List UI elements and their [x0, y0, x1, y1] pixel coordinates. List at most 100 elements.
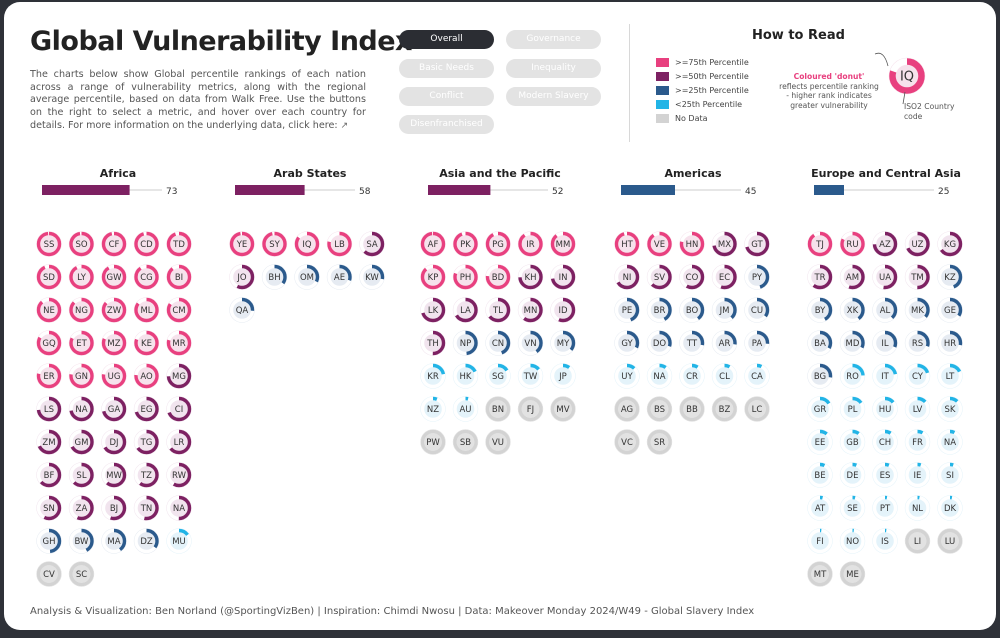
metric-button-overall[interactable]: Overall: [399, 30, 494, 49]
country-donut-bb-group[interactable]: BB: [679, 396, 705, 422]
country-donut-gq-group[interactable]: GQ: [36, 330, 62, 356]
country-donut-pw-group[interactable]: PW: [420, 429, 446, 455]
country-donut-tw-group[interactable]: TW: [517, 363, 544, 389]
country-donut-gh-group[interactable]: GH: [36, 528, 62, 554]
country-donut-th-group[interactable]: TH: [420, 330, 446, 356]
country-donut-lk-group[interactable]: LK: [420, 297, 446, 323]
country-donut-bg-group[interactable]: BG: [807, 363, 833, 389]
country-donut-na-group[interactable]: NA: [937, 429, 963, 455]
country-donut-cm-group[interactable]: CM: [166, 297, 192, 323]
country-donut-pl-group[interactable]: PL: [839, 396, 866, 422]
country-donut-cv-group[interactable]: CV: [36, 561, 62, 587]
country-donut-tn-group[interactable]: TN: [133, 495, 160, 521]
metric-button-modern-slavery[interactable]: Modern Slavery: [506, 87, 601, 106]
country-donut-lr-group[interactable]: LR: [166, 429, 192, 455]
country-donut-lv-group[interactable]: LV: [904, 396, 931, 422]
country-donut-pg-group[interactable]: PG: [485, 231, 511, 257]
country-donut-ie-group[interactable]: IE: [904, 462, 931, 488]
country-donut-hr-group[interactable]: HR: [937, 330, 963, 356]
country-donut-er-group[interactable]: ER: [36, 363, 62, 389]
country-donut-au-group[interactable]: AU: [452, 396, 479, 422]
country-donut-nl-group[interactable]: NL: [904, 495, 931, 521]
country-donut-am-group[interactable]: AM: [839, 264, 866, 290]
country-donut-et-group[interactable]: ET: [68, 330, 95, 356]
country-donut-cn-group[interactable]: CN: [485, 330, 511, 356]
country-donut-is-group[interactable]: IS: [872, 528, 898, 554]
country-donut-kg-group[interactable]: KG: [937, 231, 963, 257]
country-donut-pe-group[interactable]: PE: [614, 297, 640, 323]
country-donut-iq-group[interactable]: IQ: [294, 231, 320, 257]
country-donut-ag-group[interactable]: AG: [614, 396, 640, 422]
country-donut-mu-group[interactable]: MU: [166, 528, 192, 554]
country-donut-be-group[interactable]: BE: [807, 462, 833, 488]
country-donut-ng-group[interactable]: NG: [68, 297, 95, 323]
country-donut-ly-group[interactable]: LY: [68, 264, 95, 290]
country-donut-so-group[interactable]: SO: [68, 231, 95, 257]
country-donut-tg-group[interactable]: TG: [133, 429, 160, 455]
country-donut-fi-group[interactable]: FI: [807, 528, 833, 554]
country-donut-at-group[interactable]: AT: [807, 495, 833, 521]
country-donut-me-group[interactable]: ME: [839, 561, 866, 587]
country-donut-co-group[interactable]: CO: [679, 264, 705, 290]
country-donut-tl-group[interactable]: TL: [485, 297, 511, 323]
country-donut-al-group[interactable]: AL: [872, 297, 898, 323]
country-donut-lt-group[interactable]: LT: [937, 363, 963, 389]
country-donut-pa-group[interactable]: PA: [744, 330, 770, 356]
external-link-icon[interactable]: ↗: [340, 120, 349, 131]
country-donut-bs-group[interactable]: BS: [646, 396, 673, 422]
country-donut-jm-group[interactable]: JM: [711, 297, 738, 323]
country-donut-ml-group[interactable]: ML: [133, 297, 160, 323]
country-donut-na-group[interactable]: NA: [166, 495, 192, 521]
country-donut-om-group[interactable]: OM: [294, 264, 320, 290]
country-donut-dj-group[interactable]: DJ: [101, 429, 127, 455]
country-donut-eg-group[interactable]: EG: [133, 396, 160, 422]
country-donut-ae-group[interactable]: AE: [326, 264, 353, 290]
country-donut-it-group[interactable]: IT: [872, 363, 898, 389]
country-donut-si-group[interactable]: SI: [937, 462, 963, 488]
example-donut-group[interactable]: IQ: [888, 57, 926, 95]
country-donut-de-group[interactable]: DE: [839, 462, 866, 488]
country-donut-na-group[interactable]: NA: [68, 396, 95, 422]
country-donut-vn-group[interactable]: VN: [517, 330, 544, 356]
metric-button-basic-needs[interactable]: Basic Needs: [399, 59, 494, 78]
country-donut-af-group[interactable]: AF: [420, 231, 446, 257]
country-donut-vc-group[interactable]: VC: [614, 429, 640, 455]
country-donut-nz-group[interactable]: NZ: [420, 396, 446, 422]
country-donut-do-group[interactable]: DO: [646, 330, 673, 356]
country-donut-kh-group[interactable]: KH: [517, 264, 544, 290]
country-donut-bi-group[interactable]: BI: [166, 264, 192, 290]
country-donut-bj-group[interactable]: BJ: [101, 495, 127, 521]
country-donut-qa-group[interactable]: QA: [229, 297, 255, 323]
country-donut-na-group[interactable]: NA: [646, 363, 673, 389]
country-donut-id-group[interactable]: ID: [550, 297, 576, 323]
country-donut-td-group[interactable]: TD: [166, 231, 192, 257]
country-donut-cr-group[interactable]: CR: [679, 363, 705, 389]
country-donut-bh-group[interactable]: BH: [261, 264, 288, 290]
country-donut-bd-group[interactable]: BD: [485, 264, 511, 290]
country-donut-ro-group[interactable]: RO: [839, 363, 866, 389]
country-donut-mr-group[interactable]: MR: [166, 330, 192, 356]
country-donut-by-group[interactable]: BY: [807, 297, 833, 323]
country-donut-lb-group[interactable]: LB: [326, 231, 353, 257]
country-donut-zw-group[interactable]: ZW: [101, 297, 127, 323]
country-donut-zm-group[interactable]: ZM: [36, 429, 62, 455]
metric-button-conflict[interactable]: Conflict: [399, 87, 494, 106]
country-donut-py-group[interactable]: PY: [744, 264, 770, 290]
country-donut-ke-group[interactable]: KE: [133, 330, 160, 356]
country-donut-gy-group[interactable]: GY: [614, 330, 640, 356]
country-donut-la-group[interactable]: LA: [452, 297, 479, 323]
country-donut-es-group[interactable]: ES: [872, 462, 898, 488]
country-donut-kw-group[interactable]: KW: [359, 264, 385, 290]
country-donut-fj-group[interactable]: FJ: [517, 396, 544, 422]
country-donut-tj-group[interactable]: TJ: [807, 231, 833, 257]
country-donut-gm-group[interactable]: GM: [68, 429, 95, 455]
country-donut-jo-group[interactable]: JO: [229, 264, 255, 290]
country-donut-gr-group[interactable]: GR: [807, 396, 833, 422]
country-donut-xk-group[interactable]: XK: [839, 297, 866, 323]
country-donut-cf-group[interactable]: CF: [101, 231, 127, 257]
country-donut-ne-group[interactable]: NE: [36, 297, 62, 323]
country-donut-cg-group[interactable]: CG: [133, 264, 160, 290]
country-donut-se-group[interactable]: SE: [839, 495, 866, 521]
country-donut-tt-group[interactable]: TT: [679, 330, 705, 356]
country-donut-mg-group[interactable]: MG: [166, 363, 192, 389]
